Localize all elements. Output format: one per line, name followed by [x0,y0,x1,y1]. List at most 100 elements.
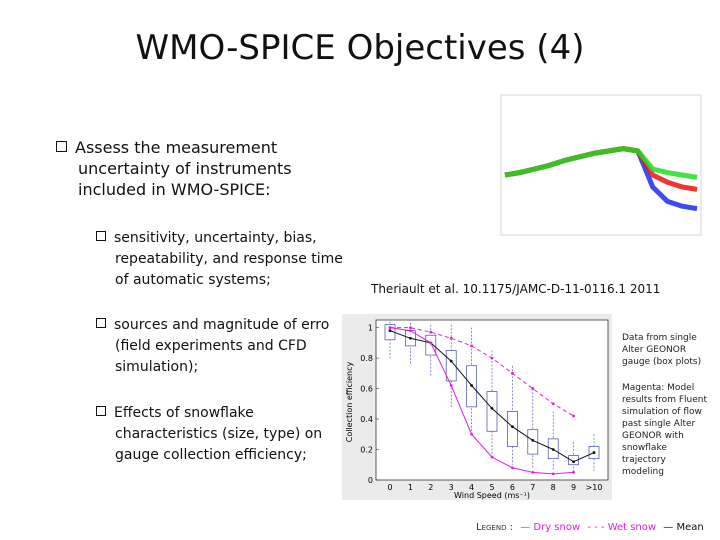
series-point [490,406,494,410]
annotation-line: results from Fluent [622,395,707,405]
x-tick-label: 2 [428,483,433,492]
legend-mean: — Mean [663,522,704,533]
series-point [429,341,433,345]
series-point [551,402,555,406]
series-point [572,414,575,418]
series-point [449,384,453,387]
chart-legend: Legend : — Dry snow - - - Wet snow — Mea… [476,522,704,533]
y-tick-label: 0 [368,476,373,485]
sub-bullet-1-line-1: sensitivity, uncertainty, bias, [114,230,317,246]
main-bullet: Assess the measurement uncertainty of in… [56,137,336,200]
annotation-line: past single Alter [622,419,696,429]
collection-efficiency-chart: Collection efficiency Wind Speed (ms⁻¹) … [342,314,612,500]
precip-plot-frame [500,94,702,236]
series-point [531,470,535,474]
sub-bullet-3-line-2: characteristics (size, type) on [115,426,323,442]
main-bullet-line-3: included in WMO-SPICE: [78,180,271,199]
x-tick-label: 0 [387,483,392,492]
series-point [449,359,453,363]
series-point [551,448,555,451]
series-point [572,460,575,464]
checkbox-bullet-icon [96,406,106,416]
sub-bullet-1-line-3: of automatic systems; [115,272,271,288]
series-point [409,326,412,330]
main-bullet-line-2: uncertainty of instruments [78,159,292,178]
sub-bullet-2-line-2: (field experiments and CFD [115,338,307,354]
series-point [409,336,412,340]
box-plot [568,455,579,466]
annotation-line: snowflake [622,443,667,453]
x-tick-label: 3 [449,483,454,492]
y-tick-label: 0.8 [360,354,373,363]
box-plot [445,350,457,382]
x-tick-label: 8 [551,483,556,492]
x-tick-label: 5 [489,483,494,492]
sub-bullet-2-line-1: sources and magnitude of erro [114,317,330,333]
sub-bullet-3: Effects of snowflake characteristics (si… [96,403,358,466]
annotation-line: gauge (box plots) [622,357,702,367]
box-plot [486,391,498,432]
sub-bullet-2: sources and magnitude of erro (field exp… [96,315,340,378]
series-point [572,470,575,474]
precip-series-line [504,146,698,180]
x-tick-label: 7 [530,483,535,492]
series-point [511,425,514,429]
slide-title: WMO-SPICE Objectives (4) [135,28,585,68]
box-plot [507,411,518,447]
checkbox-bullet-icon [96,318,106,328]
series-point [470,432,473,436]
series-point [449,336,453,340]
annotation-line: modeling [622,467,664,477]
series-line [390,327,574,417]
series-point [511,371,514,375]
citation: Theriault et al. 10.1175/JAMC-D-11-0116.… [371,282,661,296]
x-tick-label: 4 [469,483,474,492]
series-point [490,356,494,360]
sub-bullet-1: sensitivity, uncertainty, bias, repeatab… [96,228,358,291]
x-tick-label: >10 [586,483,603,492]
magenta-annotation: Magenta: Model results from Fluent simul… [622,382,707,478]
annotation-line: GEONOR with [622,431,684,441]
box-plot [425,334,437,356]
y-axis-label: Collection efficiency [345,361,354,442]
annotation-line: trajectory [622,455,666,465]
checkbox-bullet-icon [56,141,67,152]
sub-bullet-2-line-3: simulation); [115,359,199,375]
y-tick-label: 0.4 [360,415,373,424]
x-axis-label: Wind Speed (ms⁻¹) [454,491,530,500]
series-point [592,451,596,454]
legend-wet: - - - Wet snow [587,522,657,533]
x-tick-label: 9 [571,483,576,492]
series-point [388,326,392,330]
annotation-line: simulation of flow [622,407,702,417]
legend-label: Legend : [476,522,514,533]
series-point [409,329,412,333]
annotation-line: Magenta: Model [622,383,695,393]
y-tick-label: 0.6 [360,385,373,394]
x-tick-label: 6 [510,483,515,492]
sub-bullet-3-line-3: gauge collection efficiency; [115,447,307,463]
series-point [388,329,392,333]
series-point [531,438,535,442]
series-point [511,466,514,470]
series-point [531,387,535,390]
main-bullet-line-1: Assess the measurement [75,138,278,157]
box-plot [527,429,539,455]
series-point [470,344,473,348]
sub-bullet-3-line-1: Effects of snowflake [114,405,254,421]
y-tick-label: 1 [368,324,373,333]
annotation-line: Data from single [622,333,697,343]
sub-bullet-1-line-2: repeatability, and response time [115,251,343,267]
legend-dry: — Dry snow [520,522,581,533]
y-tick-label: 0.2 [360,446,373,455]
box-plot-annotation: Data from single Alter GEONOR gauge (box… [622,332,701,368]
series-point [429,330,433,334]
checkbox-bullet-icon [96,231,106,241]
series-point [490,455,494,459]
annotation-line: Alter GEONOR [622,345,687,355]
series-point [470,384,473,387]
series-line [389,327,574,475]
precipitation-chart [500,94,702,236]
x-tick-label: 1 [408,483,413,492]
series-point [551,472,555,476]
